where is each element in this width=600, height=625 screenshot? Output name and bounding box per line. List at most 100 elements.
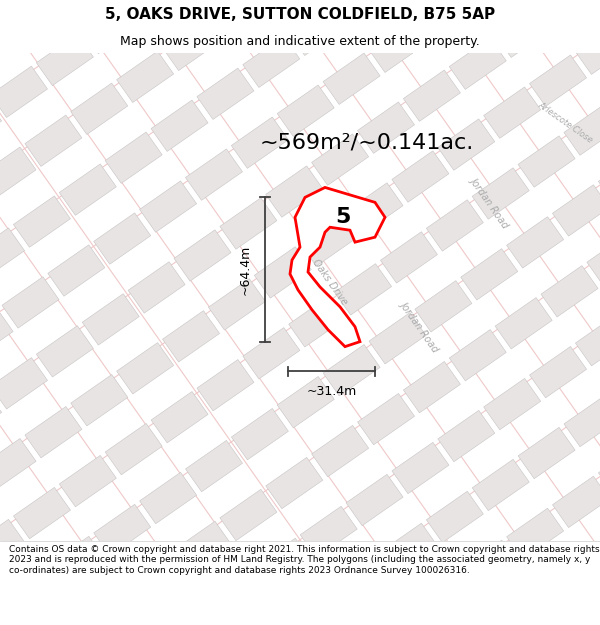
Text: Oaks Drive: Oaks Drive bbox=[311, 257, 349, 307]
Polygon shape bbox=[518, 136, 575, 188]
Polygon shape bbox=[0, 66, 47, 118]
Polygon shape bbox=[0, 98, 2, 149]
Text: Map shows position and indicative extent of the property.: Map shows position and indicative extent… bbox=[120, 35, 480, 48]
Polygon shape bbox=[0, 357, 47, 409]
Text: 5: 5 bbox=[335, 208, 350, 227]
Text: Arlescote Close: Arlescote Close bbox=[536, 101, 594, 145]
Polygon shape bbox=[472, 459, 529, 511]
Polygon shape bbox=[472, 168, 529, 219]
Polygon shape bbox=[151, 100, 208, 151]
Polygon shape bbox=[598, 152, 600, 204]
Polygon shape bbox=[116, 342, 173, 394]
Polygon shape bbox=[185, 441, 242, 492]
Polygon shape bbox=[380, 232, 437, 283]
Polygon shape bbox=[518, 428, 575, 479]
Polygon shape bbox=[185, 149, 242, 200]
Polygon shape bbox=[277, 376, 334, 428]
Polygon shape bbox=[323, 344, 380, 396]
Polygon shape bbox=[71, 83, 128, 134]
Polygon shape bbox=[0, 18, 13, 69]
Text: ~64.4m: ~64.4m bbox=[239, 244, 251, 294]
Polygon shape bbox=[290, 188, 385, 347]
Polygon shape bbox=[82, 2, 139, 54]
Polygon shape bbox=[13, 196, 70, 248]
Polygon shape bbox=[0, 309, 13, 360]
Polygon shape bbox=[484, 378, 541, 430]
Polygon shape bbox=[151, 391, 208, 443]
Polygon shape bbox=[461, 249, 518, 300]
Polygon shape bbox=[311, 426, 368, 477]
Polygon shape bbox=[174, 521, 231, 572]
Polygon shape bbox=[598, 444, 600, 496]
Polygon shape bbox=[369, 21, 426, 72]
Polygon shape bbox=[220, 198, 277, 249]
Polygon shape bbox=[25, 406, 82, 458]
Polygon shape bbox=[484, 87, 541, 138]
Polygon shape bbox=[232, 117, 289, 168]
Polygon shape bbox=[587, 525, 600, 576]
Polygon shape bbox=[346, 183, 403, 234]
Polygon shape bbox=[438, 411, 495, 462]
Text: ~569m²/~0.141ac.: ~569m²/~0.141ac. bbox=[260, 132, 474, 152]
Polygon shape bbox=[48, 536, 105, 588]
Polygon shape bbox=[197, 68, 254, 119]
Polygon shape bbox=[415, 281, 472, 332]
Polygon shape bbox=[438, 119, 495, 170]
Polygon shape bbox=[59, 164, 116, 216]
Polygon shape bbox=[220, 489, 277, 541]
Polygon shape bbox=[37, 34, 94, 86]
Polygon shape bbox=[289, 4, 346, 56]
Polygon shape bbox=[575, 23, 600, 74]
Polygon shape bbox=[289, 296, 346, 347]
Polygon shape bbox=[495, 298, 552, 349]
Polygon shape bbox=[94, 504, 151, 556]
Polygon shape bbox=[0, 228, 25, 279]
Polygon shape bbox=[266, 166, 323, 217]
Polygon shape bbox=[277, 85, 334, 136]
Polygon shape bbox=[323, 53, 380, 104]
Polygon shape bbox=[37, 326, 94, 377]
Polygon shape bbox=[449, 38, 506, 89]
Polygon shape bbox=[82, 294, 139, 345]
Polygon shape bbox=[13, 488, 70, 539]
Polygon shape bbox=[369, 312, 426, 364]
Polygon shape bbox=[449, 329, 506, 381]
Polygon shape bbox=[163, 19, 220, 71]
Polygon shape bbox=[59, 456, 116, 507]
Polygon shape bbox=[243, 328, 300, 379]
Polygon shape bbox=[427, 200, 484, 251]
Polygon shape bbox=[71, 374, 128, 426]
Polygon shape bbox=[358, 394, 415, 445]
Polygon shape bbox=[232, 409, 289, 460]
Polygon shape bbox=[174, 230, 231, 281]
Polygon shape bbox=[266, 458, 323, 509]
Polygon shape bbox=[140, 472, 197, 524]
Polygon shape bbox=[140, 181, 197, 232]
Polygon shape bbox=[553, 476, 600, 528]
Polygon shape bbox=[427, 491, 484, 542]
Polygon shape bbox=[0, 147, 36, 198]
Polygon shape bbox=[163, 311, 220, 362]
Text: Jordan Road: Jordan Road bbox=[469, 175, 511, 229]
Polygon shape bbox=[380, 523, 437, 574]
Polygon shape bbox=[346, 474, 403, 526]
Polygon shape bbox=[530, 346, 587, 398]
Polygon shape bbox=[25, 115, 82, 166]
Text: ~31.4m: ~31.4m bbox=[307, 385, 356, 398]
Polygon shape bbox=[553, 185, 600, 236]
Polygon shape bbox=[128, 262, 185, 313]
Polygon shape bbox=[0, 519, 25, 571]
Polygon shape bbox=[300, 506, 357, 558]
Polygon shape bbox=[254, 538, 311, 589]
Polygon shape bbox=[506, 217, 563, 268]
Polygon shape bbox=[335, 264, 392, 315]
Polygon shape bbox=[403, 361, 460, 413]
Polygon shape bbox=[0, 389, 2, 441]
Polygon shape bbox=[495, 6, 552, 58]
Polygon shape bbox=[254, 247, 311, 298]
Polygon shape bbox=[300, 215, 357, 266]
Polygon shape bbox=[541, 266, 598, 317]
Polygon shape bbox=[530, 55, 587, 106]
Polygon shape bbox=[403, 70, 460, 121]
Polygon shape bbox=[105, 132, 162, 183]
